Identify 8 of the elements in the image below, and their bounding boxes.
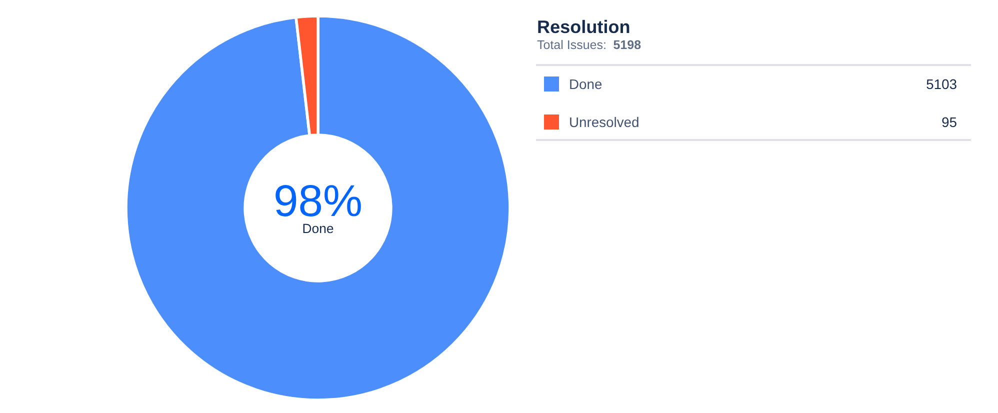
text: Done (303, 224, 334, 234)
text: Total Issues: 5198 (537, 40, 641, 50)
chart-title: Resolution (538, 20, 630, 34)
text: 98% (276, 184, 361, 216)
data-label: 5103 (926, 79, 956, 90)
data-label: 95 (942, 117, 956, 128)
legend-label: Unresolved (570, 116, 638, 128)
legend-label: Done (570, 79, 602, 90)
